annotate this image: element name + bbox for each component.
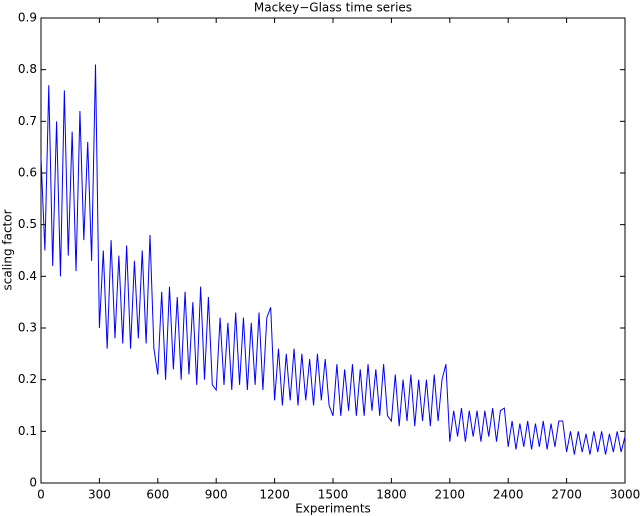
x-tick-label: 2700	[551, 488, 582, 502]
x-tick-label: 3000	[610, 488, 640, 502]
y-tick-label: 0.6	[18, 166, 37, 180]
x-tick-label: 1800	[376, 488, 407, 502]
x-tick-label: 600	[146, 488, 169, 502]
y-tick-label: 0	[29, 476, 37, 490]
y-tick-label: 0.2	[18, 372, 37, 386]
y-tick-label: 0.5	[18, 217, 37, 231]
x-tick-label: 1500	[318, 488, 349, 502]
x-axis-label: Experiments	[295, 502, 371, 516]
y-tick-label: 0.3	[18, 321, 37, 335]
x-tick-label: 300	[88, 488, 111, 502]
y-tick-label: 0.8	[18, 62, 37, 76]
data-line	[40, 64, 626, 455]
x-tick-label: 0	[37, 488, 45, 502]
x-tick-label: 2100	[435, 488, 466, 502]
y-tick-label: 0.1	[18, 424, 37, 438]
x-tick-label: 900	[205, 488, 228, 502]
y-axis-label: scaling factor	[1, 209, 15, 290]
x-tick-label: 1200	[259, 488, 290, 502]
chart-title: Mackey−Glass time series	[254, 1, 412, 15]
y-tick-label: 0.4	[18, 269, 37, 283]
y-tick-label: 0.9	[18, 11, 37, 25]
y-tick-label: 0.7	[18, 114, 37, 128]
x-tick-label: 2400	[493, 488, 524, 502]
